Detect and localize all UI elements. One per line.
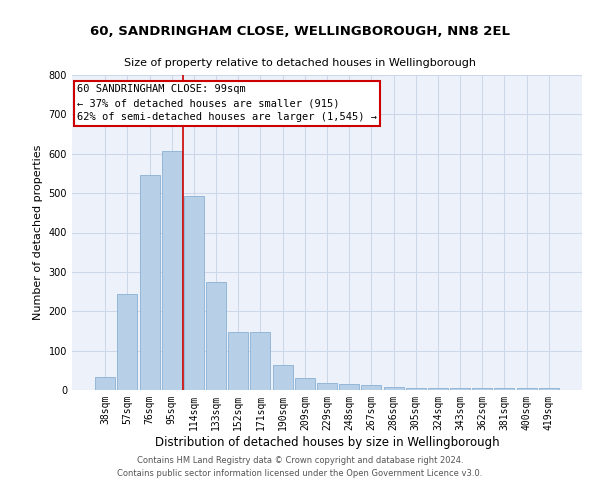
Bar — [361, 385, 382, 390]
Bar — [339, 384, 359, 390]
Bar — [184, 196, 204, 390]
Bar — [162, 151, 182, 390]
Bar — [428, 388, 448, 390]
Bar — [539, 388, 559, 390]
Text: 60 SANDRINGHAM CLOSE: 99sqm
← 37% of detached houses are smaller (915)
62% of se: 60 SANDRINGHAM CLOSE: 99sqm ← 37% of det… — [77, 84, 377, 122]
Bar — [383, 387, 404, 390]
Bar — [95, 377, 115, 390]
Bar — [317, 383, 337, 390]
Bar — [118, 294, 137, 390]
Bar — [140, 176, 160, 390]
Bar — [472, 388, 492, 390]
Bar — [406, 388, 426, 390]
Bar — [450, 388, 470, 390]
Bar — [228, 332, 248, 390]
Bar — [494, 388, 514, 390]
Bar — [295, 378, 315, 390]
Bar — [206, 282, 226, 390]
Text: Size of property relative to detached houses in Wellingborough: Size of property relative to detached ho… — [124, 58, 476, 68]
Text: Contains HM Land Registry data © Crown copyright and database right 2024.
Contai: Contains HM Land Registry data © Crown c… — [118, 456, 482, 477]
Y-axis label: Number of detached properties: Number of detached properties — [33, 145, 43, 320]
Bar — [272, 365, 293, 390]
Bar — [517, 388, 536, 390]
X-axis label: Distribution of detached houses by size in Wellingborough: Distribution of detached houses by size … — [155, 436, 499, 448]
Bar — [250, 332, 271, 390]
Text: 60, SANDRINGHAM CLOSE, WELLINGBOROUGH, NN8 2EL: 60, SANDRINGHAM CLOSE, WELLINGBOROUGH, N… — [90, 25, 510, 38]
